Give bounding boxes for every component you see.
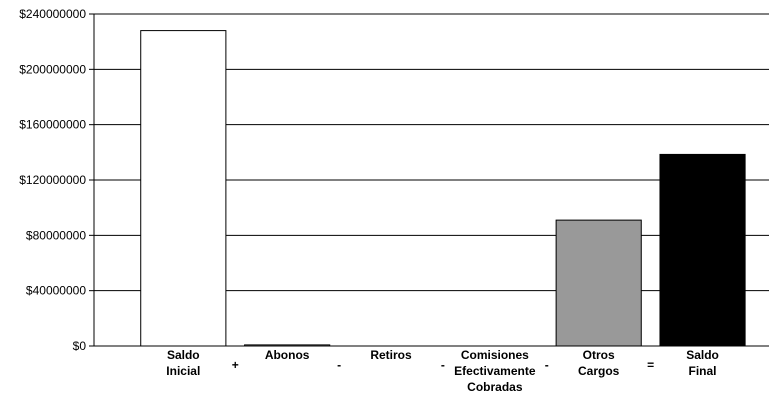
x-category-label: Saldo Inicial [166, 348, 200, 378]
x-category-label: Abonos [265, 348, 310, 362]
operator-label: - [441, 358, 445, 372]
x-category-label: Comisiones Efectivamente Cobradas [454, 348, 536, 394]
bars [140, 30, 746, 347]
bar [140, 30, 227, 347]
bar [555, 219, 642, 347]
y-tick-label: $40000000 [26, 284, 86, 298]
y-tick-label: $0 [73, 339, 87, 353]
bar [659, 153, 746, 347]
operator-label: - [337, 358, 341, 372]
x-category-label: Saldo Final [686, 348, 719, 378]
x-category-labels: Saldo Inicial Abonos Retiros Comisiones Efect… [166, 348, 719, 394]
axes [89, 13, 769, 347]
y-tick-label: $160000000 [19, 118, 86, 132]
y-tick-label: $120000000 [19, 173, 86, 187]
operator-label: = [647, 358, 654, 372]
y-tick-label: $200000000 [19, 62, 86, 76]
y-tick-label: $240000000 [19, 7, 86, 21]
operator-label: + [232, 358, 239, 372]
operator-labels: + - - - = [232, 358, 654, 372]
x-category-label: Otros Cargos [578, 348, 620, 378]
y-tick-label: $80000000 [26, 228, 86, 242]
y-tick-labels: $0 $40000000 $80000000 $120000000 $160000000… [19, 7, 86, 353]
x-category-label: Retiros [370, 348, 412, 362]
operator-label: - [545, 358, 549, 372]
